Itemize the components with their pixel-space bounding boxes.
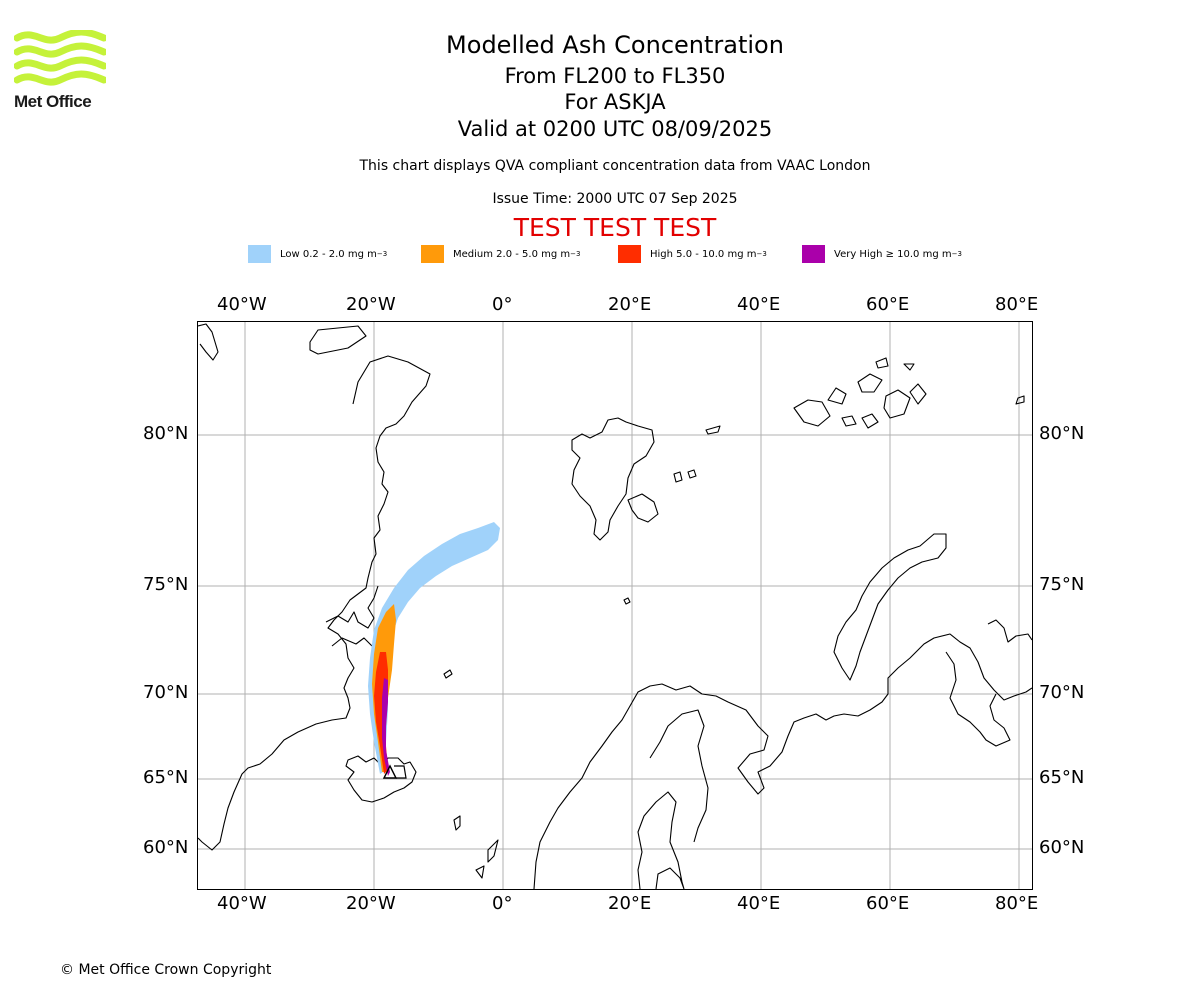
brand-name: Met Office xyxy=(14,92,92,111)
legend-swatch-high xyxy=(618,245,641,263)
lat-label-left-80n: 80°N xyxy=(143,423,189,444)
legend-label-very-high: Very High ≥ 10.0 mg m xyxy=(834,248,952,260)
ash-plume-very-high xyxy=(382,678,390,776)
legend-item-high: High 5.0 - 10.0 mg m −3 xyxy=(618,244,767,264)
coastline-russia-inner xyxy=(945,651,1011,747)
lon-label-bottom-40e: 40°E xyxy=(737,893,781,914)
coastline-scotland xyxy=(475,839,499,879)
legend-exponent: −3 xyxy=(376,250,388,258)
legend-label-low: Low 0.2 - 2.0 mg m xyxy=(280,248,377,260)
lon-label-bottom-0: 0° xyxy=(492,893,513,914)
coastline-shetland xyxy=(453,815,461,831)
gridlines xyxy=(198,322,1032,889)
test-banner: TEST TEST TEST xyxy=(513,213,717,242)
coastline-gulf-of-bothnia xyxy=(649,709,709,843)
legend-exponent: −3 xyxy=(570,250,581,258)
legend-item-medium: Medium 2.0 - 5.0 mg m −3 xyxy=(421,244,580,264)
lon-label-top-40e: 40°E xyxy=(737,294,781,315)
lon-label-bottom-60e: 60°E xyxy=(866,893,910,914)
lat-label-right-65n: 65°N xyxy=(1039,767,1085,788)
lon-label-top-20e: 20°E xyxy=(608,294,652,315)
chart-title: Modelled Ash Concentration xyxy=(446,31,784,59)
legend-exponent: −3 xyxy=(756,250,767,258)
legend-label-medium: Medium 2.0 - 5.0 mg m xyxy=(453,248,571,260)
coastline-iceland xyxy=(345,755,417,803)
lon-label-top-80e: 80°E xyxy=(995,294,1039,315)
source-box-outline xyxy=(394,765,407,779)
met-office-logo: Met Office xyxy=(13,28,108,112)
volcano-source-marker xyxy=(382,764,398,779)
map-panel[interactable] xyxy=(197,321,1033,890)
lat-label-right-80n: 80°N xyxy=(1039,423,1085,444)
lon-label-top-0: 0° xyxy=(492,294,513,315)
lat-label-left-60n: 60°N xyxy=(143,837,189,858)
coastline-svalbard xyxy=(571,417,721,541)
lon-label-top-60e: 60°E xyxy=(866,294,910,315)
lat-label-right-70n: 70°N xyxy=(1039,682,1085,703)
coastline-greenland-fjords xyxy=(325,585,379,647)
coastlines xyxy=(198,323,1032,889)
lat-label-right-60n: 60°N xyxy=(1039,837,1085,858)
legend-swatch-very-high xyxy=(802,245,825,263)
lat-label-left-70n: 70°N xyxy=(143,682,189,703)
lon-label-bottom-40w: 40°W xyxy=(217,893,267,914)
ash-map xyxy=(198,322,1032,889)
wave-logo-icon xyxy=(13,28,108,86)
flight-level-range: From FL200 to FL350 xyxy=(504,64,726,88)
lat-label-left-65n: 65°N xyxy=(143,767,189,788)
coastline-baltic xyxy=(637,791,685,889)
lon-label-bottom-20w: 20°W xyxy=(346,893,396,914)
valid-time: Valid at 0200 UTC 08/09/2025 xyxy=(457,117,773,141)
coastline-novaya-zemlya xyxy=(833,533,947,681)
legend-label-high: High 5.0 - 10.0 mg m xyxy=(650,248,757,260)
lat-label-left-75n: 75°N xyxy=(143,574,189,595)
lat-label-right-75n: 75°N xyxy=(1039,574,1085,595)
legend-item-very-high: Very High ≥ 10.0 mg m −3 xyxy=(802,244,962,264)
legend-exponent: −3 xyxy=(951,250,962,258)
volcano-name: For ASKJA xyxy=(564,90,666,114)
ash-plume-low xyxy=(368,522,500,774)
lon-label-top-20w: 20°W xyxy=(346,294,396,315)
legend-item-low: Low 0.2 - 2.0 mg m −3 xyxy=(248,244,387,264)
coastline-yamal xyxy=(987,619,1032,643)
lon-label-top-40w: 40°W xyxy=(217,294,267,315)
issue-time: Issue Time: 2000 UTC 07 Sep 2025 xyxy=(492,191,738,207)
coastline-greenland xyxy=(198,323,431,851)
legend-swatch-medium xyxy=(421,245,444,263)
coastline-franz-josef xyxy=(793,357,1025,429)
coastline-bear-island xyxy=(623,597,631,605)
lon-label-bottom-20e: 20°E xyxy=(608,893,652,914)
legend-swatch-low xyxy=(248,245,271,263)
lon-label-bottom-80e: 80°E xyxy=(995,893,1039,914)
qva-note: This chart displays QVA compliant concen… xyxy=(359,158,871,174)
copyright-notice: © Met Office Crown Copyright xyxy=(60,962,272,978)
coastline-scandinavia-russia xyxy=(533,633,1032,889)
coastline-jan-mayen xyxy=(443,669,453,679)
